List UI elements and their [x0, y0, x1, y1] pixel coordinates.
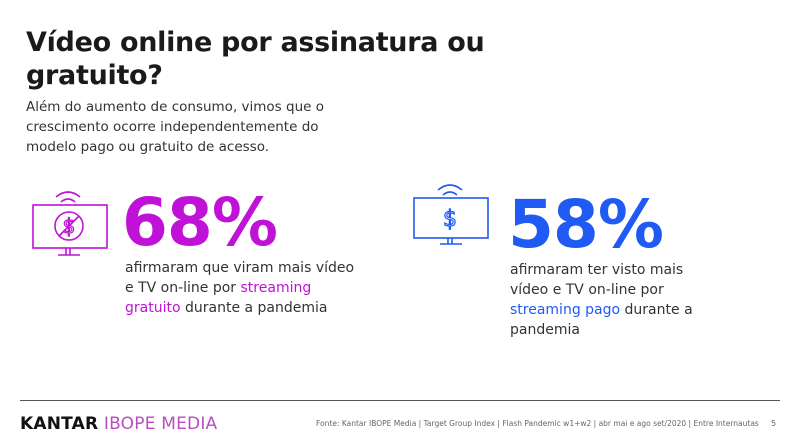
- tv-no-dollar-icon: $: [32, 191, 108, 256]
- stat-free-value: 68%: [122, 184, 278, 261]
- kantar-ibope-logo: KANTAR IBOPE MEDIA: [20, 414, 217, 434]
- subtitle: Além do aumento de consumo, vimos que o …: [26, 99, 324, 155]
- text: afirmaram que viram mais vídeo e TV on-l…: [125, 260, 355, 296]
- text: durante a pandemia: [180, 300, 328, 316]
- svg-text:$: $: [63, 214, 76, 238]
- page-title: Vídeo online por assinatura ou gratuito?: [26, 27, 485, 91]
- stat-paid-value: 58%: [508, 186, 664, 263]
- stat-free-description: afirmaram que viram mais vídeo e TV on-l…: [125, 258, 365, 318]
- source-note: Fonte: Kantar IBOPE Media | Target Group…: [316, 419, 759, 428]
- highlight-paid: streaming pago: [510, 302, 621, 318]
- stat-paid-description: afirmaram ter visto mais vídeo e TV on-l…: [510, 260, 710, 340]
- highlight-free: streaming gratuito: [125, 280, 312, 316]
- page-number: 5: [771, 419, 777, 428]
- svg-text:$: $: [443, 207, 457, 232]
- logo-kantar: KANTAR: [20, 414, 99, 434]
- logo-ibope-media: IBOPE MEDIA: [103, 414, 218, 434]
- footer-divider: [20, 400, 780, 401]
- text: durante a pandemia: [510, 302, 693, 338]
- tv-dollar-icon: $: [413, 184, 489, 245]
- text: afirmaram ter visto mais vídeo e TV on-l…: [510, 262, 684, 298]
